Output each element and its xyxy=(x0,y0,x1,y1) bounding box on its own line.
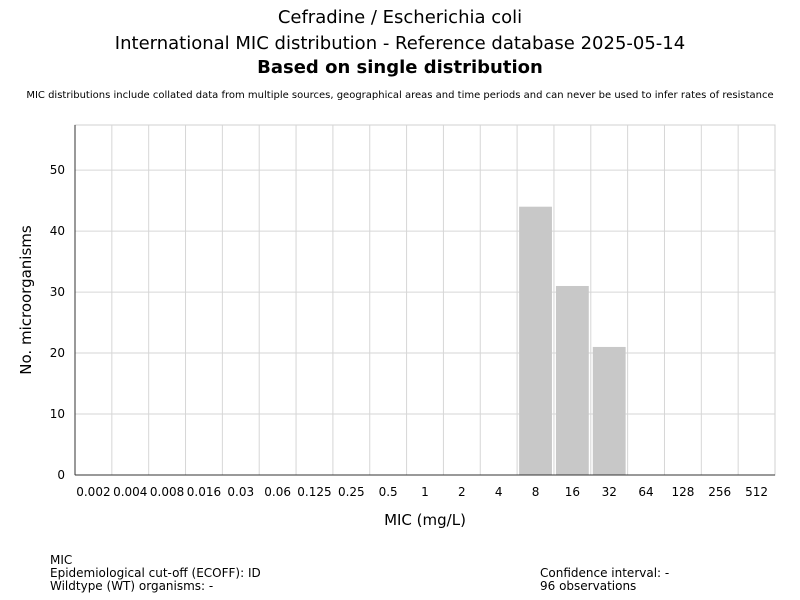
x-tick-label: 0.004 xyxy=(113,485,147,499)
x-tick-label: 1 xyxy=(421,485,429,499)
x-tick-label: 0.002 xyxy=(76,485,110,499)
x-tick-label: 0.125 xyxy=(297,485,331,499)
footer-right: Confidence interval: - 96 observations xyxy=(540,567,669,593)
y-tick-label: 10 xyxy=(50,407,65,421)
x-tick-label: 0.5 xyxy=(379,485,398,499)
footer-ecoff: Epidemiological cut-off (ECOFF): ID xyxy=(50,566,261,580)
x-tick-label: 2 xyxy=(458,485,466,499)
x-tick-label: 0.008 xyxy=(150,485,184,499)
x-tick-label: 64 xyxy=(638,485,653,499)
x-tick-label: 0.016 xyxy=(187,485,221,499)
x-axis-label: MIC (mg/L) xyxy=(384,511,466,529)
bar xyxy=(519,206,552,475)
x-tick-label: 0.25 xyxy=(338,485,365,499)
footer-mic: MIC xyxy=(50,553,73,567)
x-tick-label: 512 xyxy=(745,485,768,499)
y-axis-label: No. microorganisms xyxy=(17,225,35,375)
chart-subtitle-bold: Based on single distribution xyxy=(257,57,543,78)
y-tick-label: 50 xyxy=(50,163,65,177)
footer-wt: Wildtype (WT) organisms: - xyxy=(50,579,214,593)
x-tick-label: 16 xyxy=(565,485,580,499)
y-tick-label: 20 xyxy=(50,346,65,360)
chart-title: Cefradine / Escherichia coli xyxy=(277,7,523,28)
x-tick-label: 8 xyxy=(532,485,540,499)
x-tick-label: 32 xyxy=(602,485,617,499)
x-tick-label: 0.03 xyxy=(227,485,254,499)
footer-observations: 96 observations xyxy=(540,579,637,593)
y-tick-label: 40 xyxy=(50,224,65,238)
bar xyxy=(555,285,589,475)
plot-frame xyxy=(74,124,776,476)
x-tick-label: 0.06 xyxy=(264,485,291,499)
y-tick-label: 30 xyxy=(50,285,65,299)
chart-subtitle: International MIC distribution - Referen… xyxy=(114,33,686,54)
footer-ci: Confidence interval: - xyxy=(540,566,670,580)
x-tick-label: 4 xyxy=(495,485,503,499)
y-tick-label: 0 xyxy=(57,468,65,482)
x-tick-label: 128 xyxy=(671,485,694,499)
chart-note: MIC distributions include collated data … xyxy=(26,90,774,101)
x-tick-label: 256 xyxy=(708,485,731,499)
bar xyxy=(592,346,626,475)
footer-left: MIC Epidemiological cut-off (ECOFF): ID … xyxy=(50,554,261,593)
